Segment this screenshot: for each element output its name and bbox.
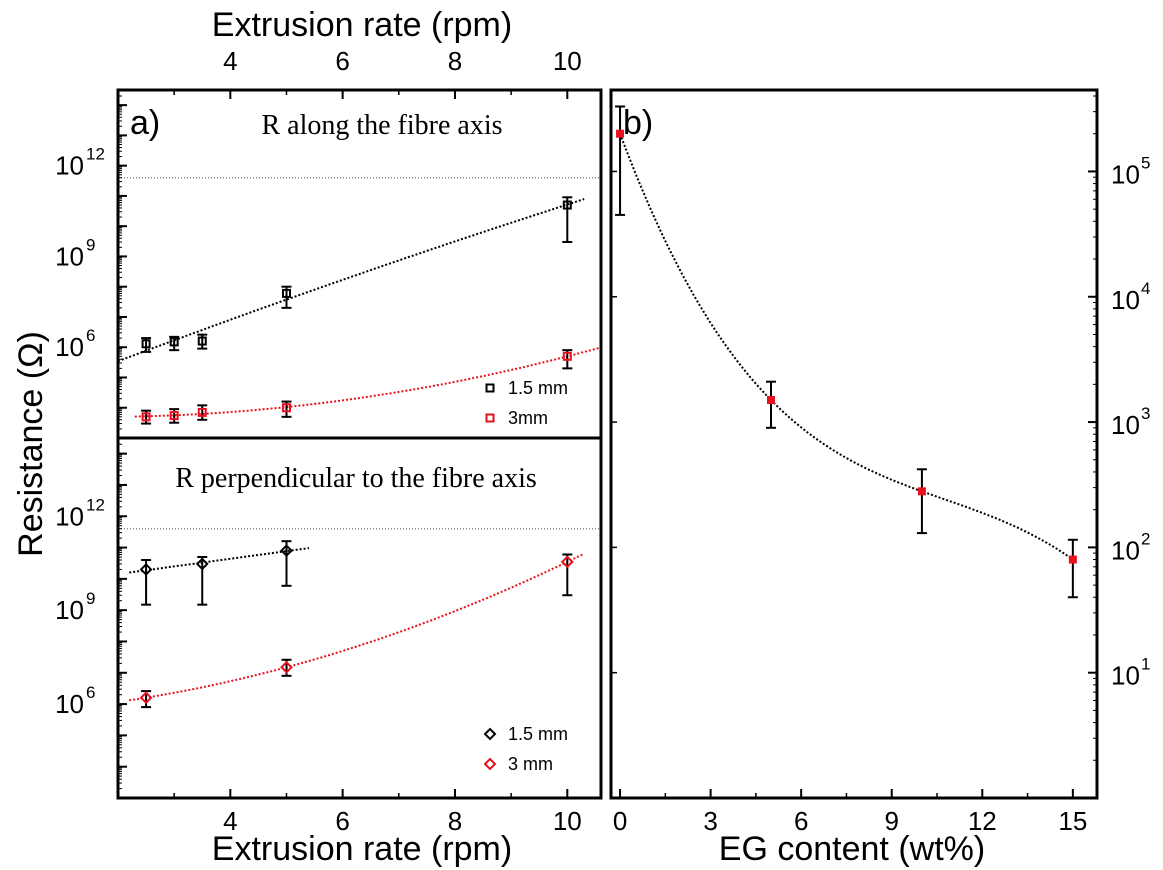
y-tick-label-base: 10 [1111,661,1140,691]
data-point-s1 [280,660,293,674]
data-point-s1 [562,351,572,361]
y-tick-label-exponent: 4 [1141,279,1150,298]
panel-a-frame [116,88,603,800]
y-tick-label-exponent: 12 [86,495,105,514]
legend-label-s0: 1.5 mm [508,378,568,398]
annotation-along-fibre: R along the fibre axis [261,110,502,141]
data-point-s0 [917,487,926,496]
y-tick-label-exponent: 1 [1141,655,1150,674]
data-point-s0 [169,337,179,347]
data-point-s1 [197,407,207,417]
data-point-s1 [141,412,151,422]
top-x-tick-label: 8 [448,46,462,76]
fit-curve-3mm [134,346,602,418]
legend-marker-s0 [485,383,495,393]
top-x-tick-label: 4 [223,46,237,76]
data-point-s0 [280,544,293,558]
y-tick-label-base: 10 [1111,159,1140,189]
y-tick-label-exponent: 2 [1141,529,1150,548]
y-tick-label-base: 10 [55,501,84,531]
data-point-s1 [281,403,291,413]
x-tick-label: 12 [968,806,997,836]
legend-marker-s1 [483,757,497,771]
panel-a-bottom: 10 610 910 124 6 8 101.5 mm3 mm [55,443,601,836]
x-tick-label: 4 [223,806,237,836]
legend-marker-s0 [483,727,497,741]
bottom-x-axis-title-a: Extrusion rate (rpm) [212,830,512,868]
fit-curve-1-5mm [117,198,585,363]
data-point-s0 [141,339,151,349]
bottom-x-axis-title-b: EG content (wt%) [719,830,985,868]
data-point-s1 [169,411,179,421]
data-point-s0 [1068,555,1077,564]
panel-b: 10 110 210 310 410 50 3 6 9 12 15 [611,95,1150,836]
x-tick-label: 15 [1058,806,1087,836]
data-point-s0 [139,563,153,576]
y-tick-label-exponent: 6 [86,326,95,345]
legend-label-s1: 3mm [508,408,548,428]
data-point-s0 [281,288,291,298]
panel-a-label: a) [130,104,160,142]
y-tick-label-exponent: 9 [86,235,95,254]
annotation-perpendicular-fibre: R perpendicular to the fibre axis [175,463,537,494]
fit-curve [619,133,1074,561]
y-tick-label-base: 10 [1111,285,1140,315]
y-tick-label-exponent: 3 [1141,404,1150,423]
y-tick-label-base: 10 [1111,535,1140,565]
x-tick-label: 0 [613,806,627,836]
top-x-tick-label: 10 [553,46,582,76]
top-x-axis-title: Extrusion rate (rpm) [212,6,512,44]
y-tick-label-exponent: 5 [1141,153,1150,172]
x-tick-label: 10 [553,806,582,836]
x-tick-label: 8 [448,806,462,836]
panel-b-label: b) [623,104,653,142]
x-tick-label: 6 [335,806,349,836]
y-tick-label-exponent: 6 [86,683,95,702]
y-tick-label-base: 10 [1111,410,1140,440]
data-point-s0 [562,200,572,210]
y-axis-title: Resistance (Ω) [12,331,50,557]
y-tick-label-base: 10 [55,151,84,181]
y-tick-label-base: 10 [55,595,84,625]
data-point-s1 [560,555,574,569]
y-tick-label-base: 10 [55,689,84,719]
panel-b-frame [609,88,1099,800]
fit-curve-3mm [129,552,585,702]
y-tick-label-exponent: 12 [86,145,105,164]
top-x-tick-label: 6 [335,46,349,76]
y-tick-label-exponent: 9 [86,589,95,608]
data-point-s0 [195,557,209,571]
legend-label-s1: 3 mm [508,754,553,774]
x-tick-label: 3 [703,806,717,836]
x-tick-label: 9 [884,806,898,836]
data-point-s1 [139,691,153,705]
y-tick-label-base: 10 [55,332,84,362]
data-point-s0 [766,396,775,405]
y-tick-label-base: 10 [55,241,84,271]
legend-marker-s1 [485,413,495,423]
data-point-s0 [197,336,207,346]
data-point-s0 [616,129,625,138]
x-tick-label: 6 [794,806,808,836]
legend-label-s0: 1.5 mm [508,724,568,744]
